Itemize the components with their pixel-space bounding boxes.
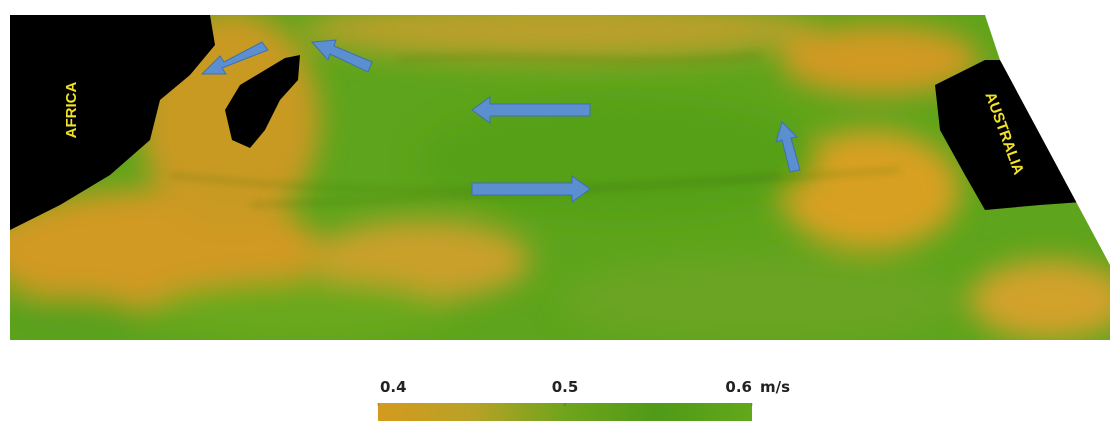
colorbar: 0.4 0.5 0.6 m/s (378, 378, 790, 421)
colorbar-tick-label: 0.4 (380, 378, 407, 396)
terrain (0, 0, 1114, 345)
map-figure: AFRICA AUSTRALIA 0.40.50.6m/s (0, 0, 1114, 421)
colorbar-tick-label: 0.5 (552, 378, 579, 396)
colorbar-unit: m/s (760, 378, 790, 396)
colorbar-tick-label: 0.6 (725, 378, 752, 396)
africa-label: AFRICA (63, 82, 80, 139)
